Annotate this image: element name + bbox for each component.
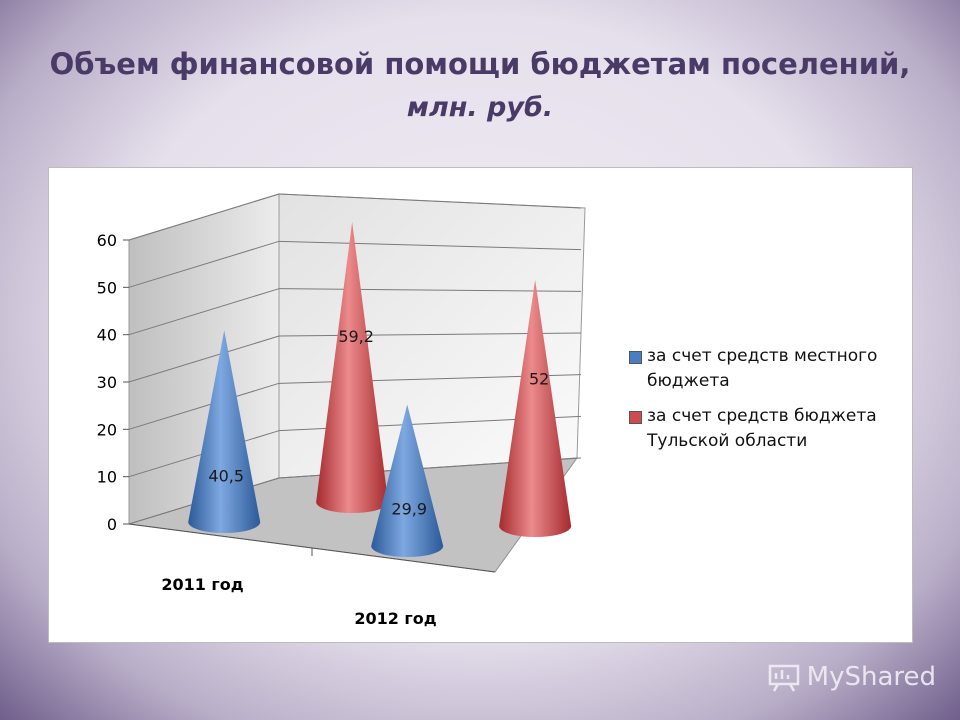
data-label-series-1-cat-1: 52 [529, 370, 549, 389]
legend-item-region-budget: за счет средств бюджета Тульской области [629, 404, 904, 454]
legend-swatch-blue [629, 351, 642, 364]
y-tick-label-20: 20 [97, 420, 117, 439]
y-tick-label-30: 30 [97, 373, 117, 392]
data-label-series-1-cat-0: 59,2 [338, 327, 374, 346]
slide-title: Объем финансовой помощи бюджетам поселен… [40, 42, 920, 130]
chart-legend: за счет средств местного бюджета за счет… [629, 344, 904, 464]
gridline-left-20 [128, 382, 280, 430]
y-tick-label-40: 40 [97, 326, 117, 345]
gridline-back-50 [278, 240, 582, 251]
y-tick-label-60: 60 [97, 231, 117, 250]
presentation-board-icon [768, 664, 799, 692]
data-label-series-0-cat-1: 29,9 [391, 500, 427, 519]
legend-item-local-budget: за счет средств местного бюджета [629, 344, 904, 394]
x-tick-label-0: 2011 год [161, 575, 243, 594]
cone-body-series-0-cat-1 [371, 404, 444, 558]
cone-body-series-0-cat-0 [188, 330, 261, 534]
gridline-back-60 [278, 193, 582, 209]
title-line-1: Объем финансовой помощи бюджетам поселен… [49, 47, 911, 81]
watermark-text: MyShared [806, 662, 936, 692]
gridline-left-40 [128, 288, 280, 336]
legend-label-local-budget: за счет средств местного бюджета [647, 346, 878, 391]
x-axis-labels: 2011 год 2012 год [161, 548, 437, 628]
legend-label-region-budget: за счет средств бюджета Тульской области [647, 406, 877, 451]
y-tick-label-0: 0 [107, 515, 117, 534]
cone-body-series-1-cat-1 [499, 279, 572, 538]
watermark: MyShared [767, 662, 936, 692]
data-label-series-0-cat-0: 40,5 [208, 467, 244, 486]
cone-0-1: 29,9 [371, 404, 444, 558]
y-tick-label-50: 50 [97, 278, 117, 297]
y-axis: 0 10 20 30 40 50 60 [97, 231, 496, 573]
cone-1-1: 52 [499, 279, 572, 538]
chart-marks: 59,2 40,5 52 29,9 [188, 221, 572, 558]
title-line-2: млн. руб. [406, 92, 554, 123]
gridline-left-60 [128, 193, 280, 241]
cone-1-0: 59,2 [316, 221, 389, 514]
x-tick-label-1: 2012 год [354, 609, 436, 628]
gridline-back-40 [278, 288, 582, 292]
cone-body-series-1-cat-0 [316, 221, 389, 514]
gridline-left-30 [128, 335, 280, 383]
y-tick-label-10: 10 [97, 468, 117, 487]
gridline-left-50 [128, 240, 280, 288]
chart-area: 0 10 20 30 40 50 60 59,2 40,5 52 29,9 2011 год 201… [48, 167, 913, 643]
legend-swatch-red [629, 411, 642, 424]
cone-0-0: 40,5 [188, 330, 261, 534]
